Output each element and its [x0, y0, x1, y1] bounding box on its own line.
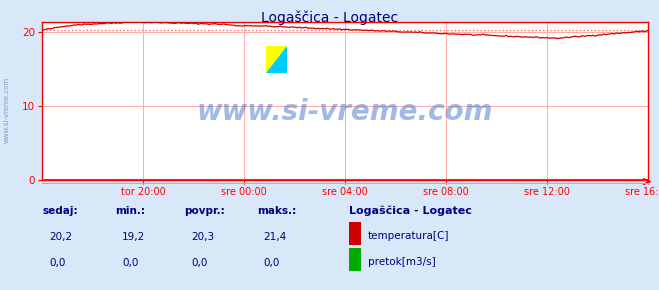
- Text: maks.:: maks.:: [257, 206, 297, 216]
- Text: 0,0: 0,0: [122, 258, 138, 268]
- Text: pretok[m3/s]: pretok[m3/s]: [368, 258, 436, 267]
- Text: 0,0: 0,0: [49, 258, 66, 268]
- Text: Logaščica - Logatec: Logaščica - Logatec: [261, 10, 398, 25]
- Text: 20,3: 20,3: [191, 232, 214, 242]
- Text: 20,2: 20,2: [49, 232, 72, 242]
- Text: Logaščica - Logatec: Logaščica - Logatec: [349, 206, 472, 216]
- Text: 0,0: 0,0: [264, 258, 280, 268]
- Text: temperatura[C]: temperatura[C]: [368, 231, 449, 241]
- Polygon shape: [266, 46, 287, 72]
- Text: www.si-vreme.com: www.si-vreme.com: [3, 77, 10, 143]
- Text: povpr.:: povpr.:: [185, 206, 225, 216]
- Text: 19,2: 19,2: [122, 232, 145, 242]
- Polygon shape: [266, 46, 287, 72]
- Text: 21,4: 21,4: [264, 232, 287, 242]
- Text: min.:: min.:: [115, 206, 146, 216]
- Text: 0,0: 0,0: [191, 258, 208, 268]
- Text: sedaj:: sedaj:: [43, 206, 78, 216]
- Text: www.si-vreme.com: www.si-vreme.com: [197, 98, 493, 126]
